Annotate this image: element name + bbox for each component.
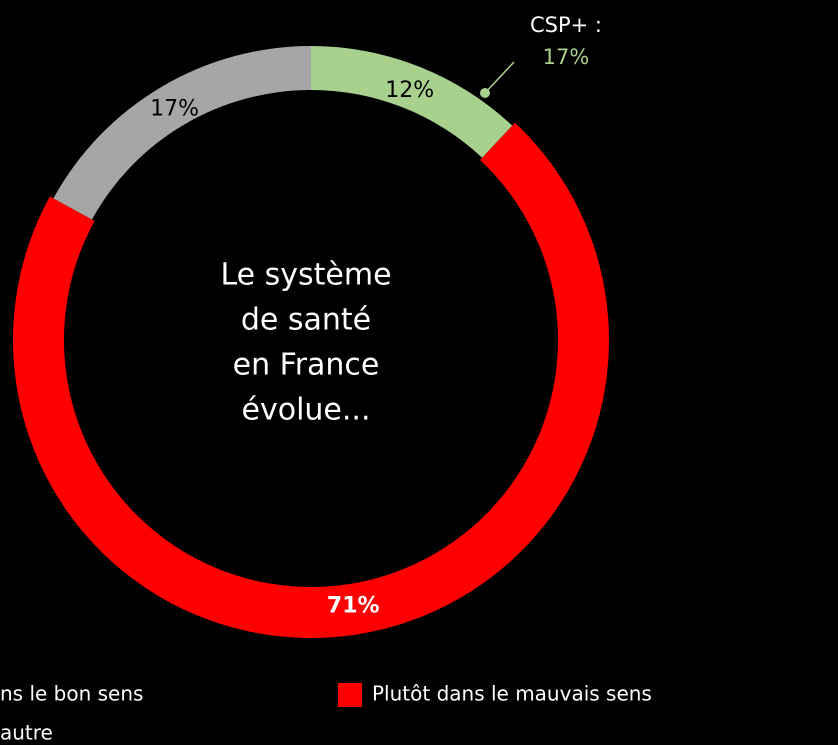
center-text: de santé [241,303,371,338]
center-text: en France [233,348,380,383]
data-label: 17% [150,96,199,121]
donut-segment [53,46,311,220]
donut-segment [311,46,513,158]
leader-line [484,61,515,94]
donut-segment [13,122,610,638]
data-label: 71% [327,594,380,619]
legend-label: Plutôt dans le mauvais sens [372,682,652,706]
leader-dot [480,88,490,98]
center-text: Le système [220,258,391,293]
legend-swatch [338,683,362,707]
annotation-label: CSP+ : [530,13,602,37]
data-label: 12% [385,78,434,103]
legend-label: ns le bon sens [0,682,143,706]
annotation-value: 17% [543,45,590,69]
legend-label: autre [0,721,53,745]
center-text: évolue... [242,393,371,428]
